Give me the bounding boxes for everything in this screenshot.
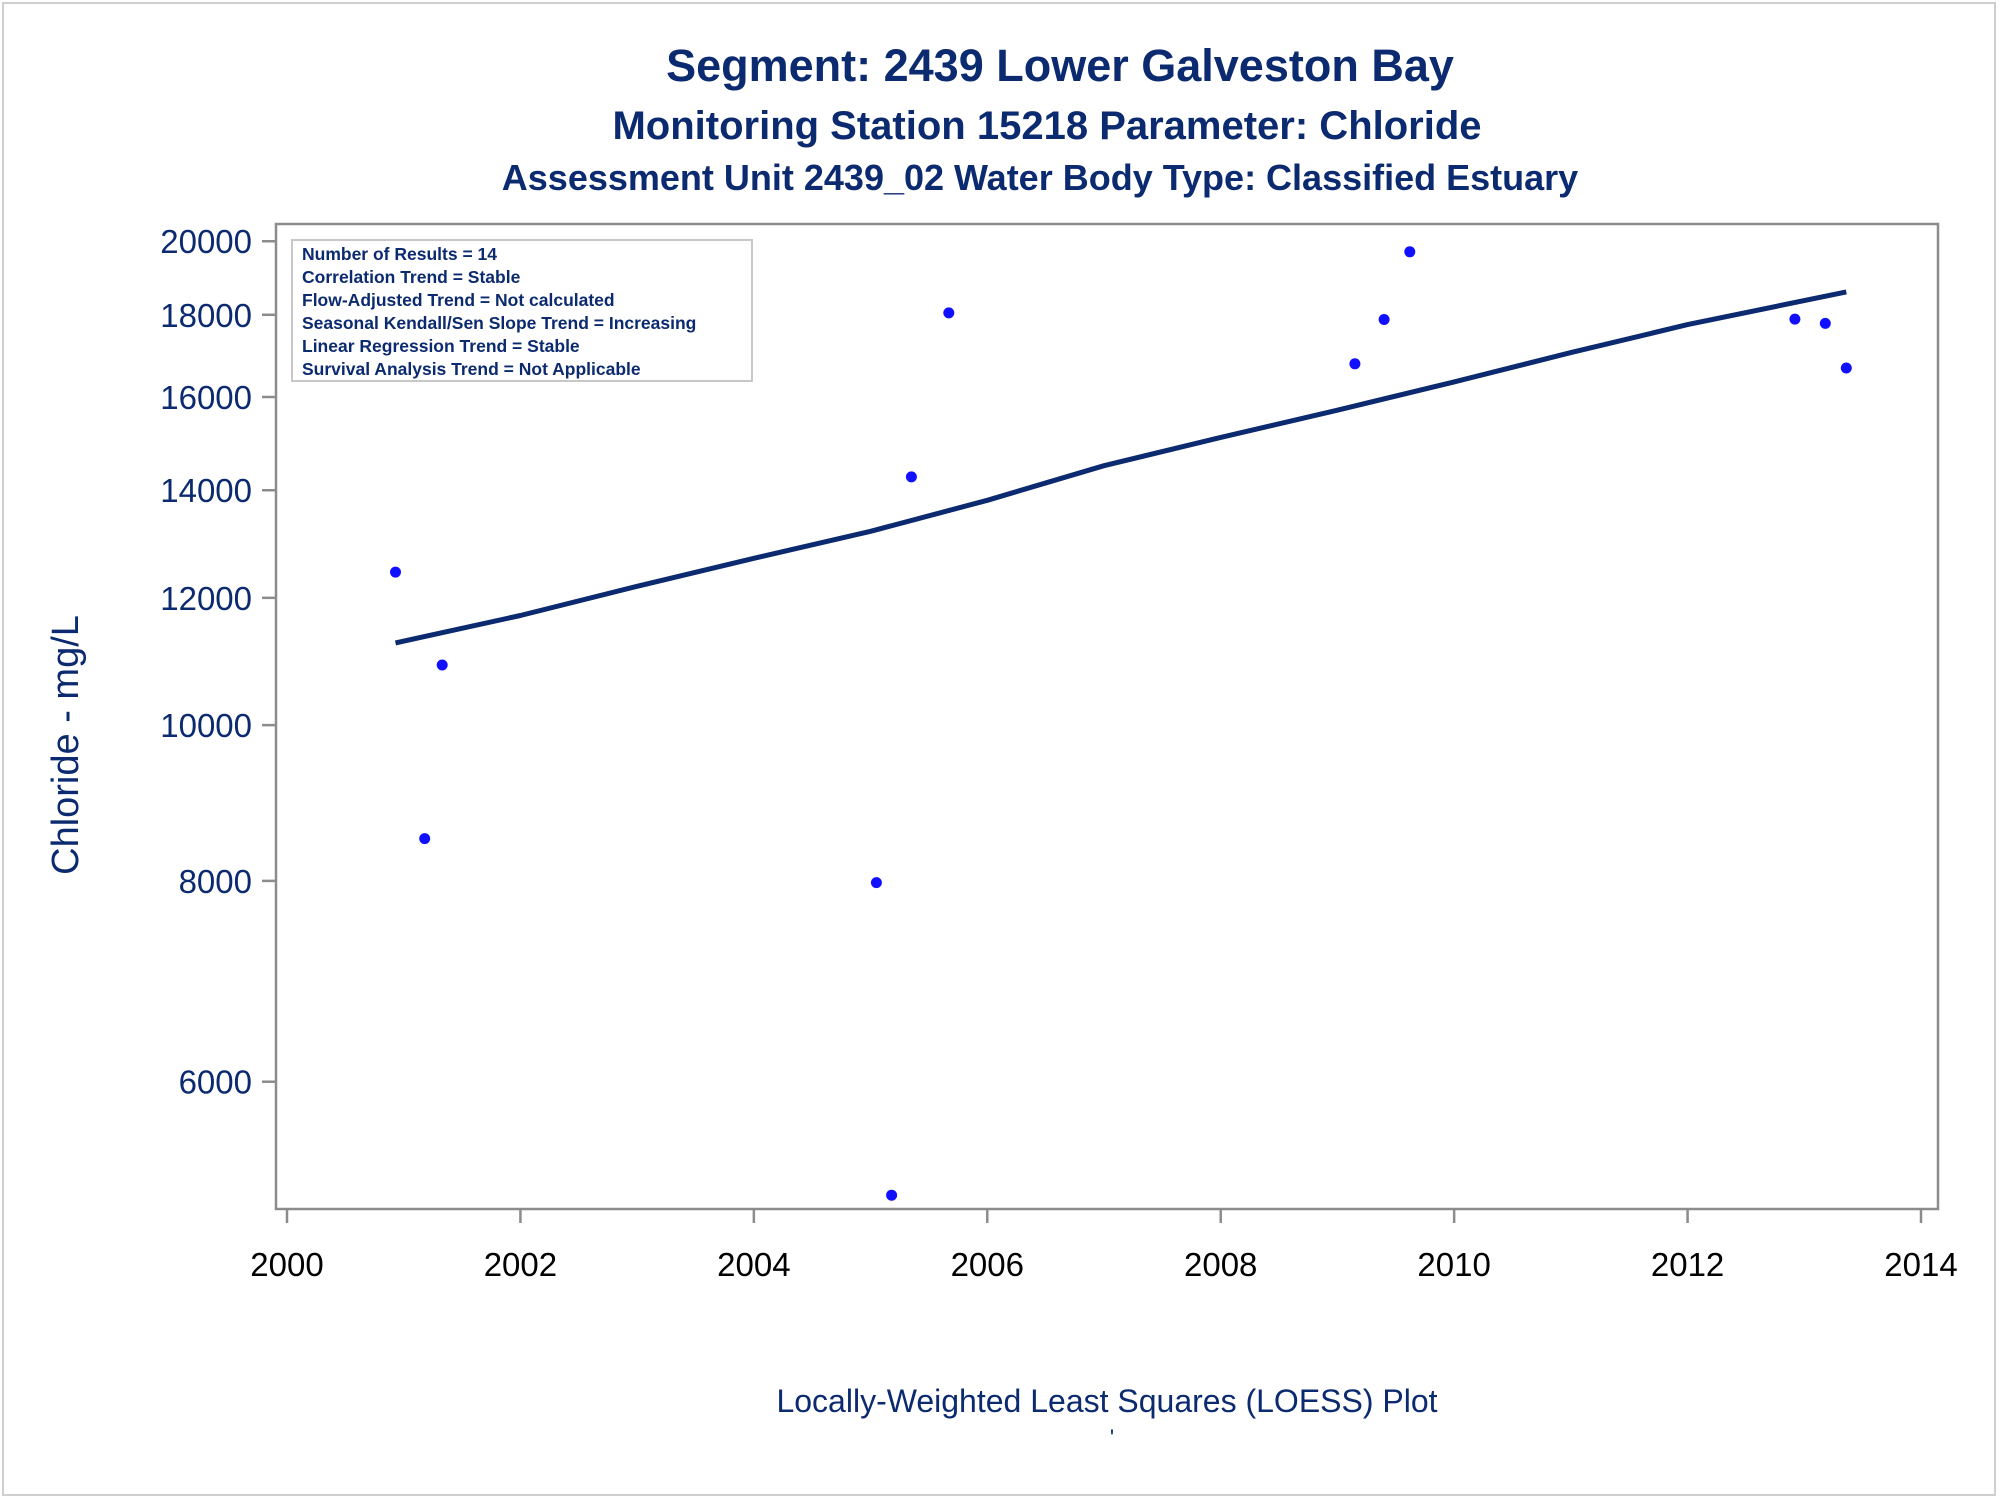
x-tick-label: 2014 [1884,1246,1957,1283]
x-axis: 2000 2002 2004 2006 2008 2010 2012 2014 [250,1209,1958,1283]
data-point [1840,362,1852,374]
y-tick-label: 18000 [160,297,252,334]
data-point [943,307,955,319]
y-axis: 6000 8000 10000 12000 14000 16000 18000 20000 [160,223,276,1101]
info-line: Flow-Adjusted Trend = Not calculated [302,290,615,310]
info-line: Seasonal Kendall/Sen Slope Trend = Incre… [302,313,696,333]
series-layer [390,246,1852,1201]
data-point [870,877,882,889]
x-tick-label: 2012 [1651,1246,1724,1283]
data-point [436,659,448,671]
info-box: Number of Results = 14 Correlation Trend … [291,239,753,382]
info-line: Number of Results = 14 [302,244,497,264]
plot-area [274,222,1940,1211]
data-point [905,471,917,483]
footnote: ' [1110,1425,1114,1450]
data-point [1378,314,1390,325]
y-tick-label: 12000 [160,580,252,617]
y-tick-label: 8000 [179,863,252,900]
y-tick-label: 6000 [179,1064,252,1101]
chart-subtitle-2: Assessment Unit 2439_02 Water Body Type:… [502,157,1578,198]
x-axis-label: Locally-Weighted Least Squares (LOESS) P… [776,1383,1437,1419]
x-tick-label: 2008 [1184,1246,1257,1283]
y-tick-label: 10000 [160,707,252,744]
x-tick-label: 2002 [484,1246,557,1283]
x-tick-label: 2006 [951,1246,1024,1283]
data-point [390,566,401,578]
y-tick-label: 16000 [160,379,252,416]
info-box-frame [291,239,753,382]
info-line: Correlation Trend = Stable [302,267,521,287]
data-point [1819,317,1831,329]
data-point [1404,246,1416,258]
data-point [1789,313,1801,325]
info-line: Linear Regression Trend = Stable [302,336,580,356]
y-axis-label: Chloride - mg/L [45,615,87,875]
data-point [886,1189,898,1201]
x-tick-label: 2004 [717,1246,790,1283]
y-tick-label: 14000 [160,472,252,509]
info-line: Survival Analysis Trend = Not Applicable [302,359,641,379]
y-tick-label: 20000 [160,223,252,260]
chart-subtitle: Monitoring Station 15218 Parameter: Chlo… [612,104,1481,148]
x-tick-label: 2000 [250,1246,323,1283]
x-tick-label: 2010 [1417,1246,1490,1283]
data-point [419,833,431,845]
loess-trend-line [394,289,1847,646]
data-point [1349,358,1361,370]
chart-title: Segment: 2439 Lower Galveston Bay [666,40,1454,91]
